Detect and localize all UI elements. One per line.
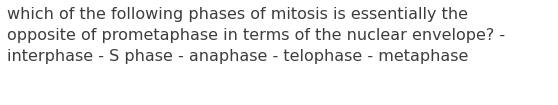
Text: which of the following phases of mitosis is essentially the
opposite of prometap: which of the following phases of mitosis… [7, 7, 505, 64]
